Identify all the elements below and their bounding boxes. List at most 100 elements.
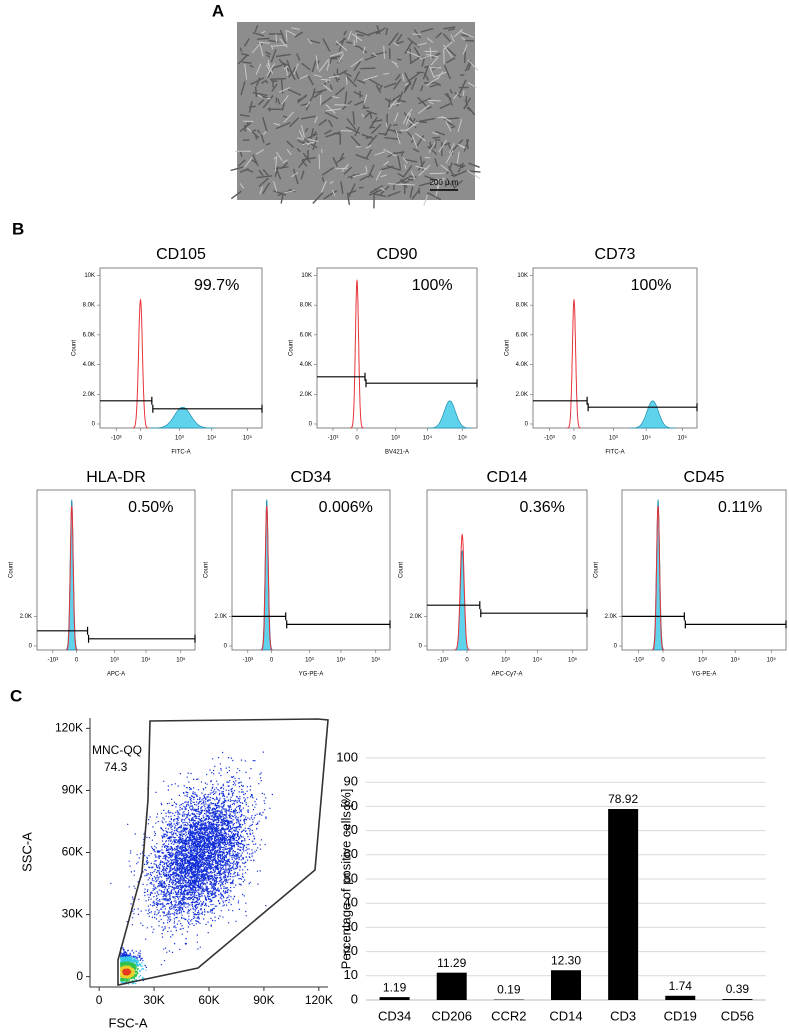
positive-percent: 0.36% <box>520 499 565 516</box>
control-histogram <box>454 533 471 651</box>
positive-percent: 0.11% <box>718 499 762 516</box>
plot-frame <box>532 267 698 429</box>
y-tick-label: 4.0K <box>300 362 312 368</box>
gate-left <box>533 396 588 405</box>
x-axis-label: FITC-A <box>605 450 624 456</box>
plot-frame <box>426 489 588 651</box>
x-tick-label: 10⁴ <box>533 657 543 664</box>
bar <box>665 995 696 1000</box>
y-axis-label: Count <box>399 562 405 578</box>
x-tick-label: CD14 <box>549 1008 582 1023</box>
y-tick-label: 0 <box>351 991 358 1006</box>
value-label: 1.74 <box>669 979 693 993</box>
x-tick-label: 10³ <box>391 436 400 442</box>
value-label: 0.39 <box>726 982 750 996</box>
y-axis-label: Count <box>9 562 15 578</box>
gate-right <box>365 379 478 388</box>
x-tick-label: 0 <box>572 436 576 442</box>
scale-bar-label: 200 μ m <box>429 178 458 187</box>
plot-frame <box>621 489 787 651</box>
x-tick-label: 0 <box>75 658 79 664</box>
value-label: 12.30 <box>551 953 581 967</box>
control-histogram <box>65 505 78 651</box>
x-tick-label: 0 <box>96 993 103 1007</box>
x-tick-label: 120K <box>305 993 333 1007</box>
x-tick-label: 10⁵ <box>243 435 253 442</box>
value-label: 0.19 <box>497 983 521 997</box>
histogram-title: CD14 <box>487 469 528 486</box>
y-tick-label: 0 <box>309 422 313 428</box>
value-label: 11.29 <box>437 956 466 970</box>
bar-chart: 0 10 20 30 40 50 60 70 80 90 100 1.19 CD34 11.29 CD206… <box>336 749 766 1023</box>
y-tick-label: 8.0K <box>83 303 95 309</box>
panel-label: B <box>12 219 24 238</box>
x-tick-label: CD34 <box>378 1008 411 1023</box>
x-tick-label: 10⁴ <box>642 435 652 442</box>
control-histogram <box>350 278 364 429</box>
x-tick-label: 10⁵ <box>458 435 468 442</box>
y-tick-label: 0 <box>29 644 33 650</box>
histogram: CD14 0.36% 0 2.0K -10³ 0 10³ 10⁴ 10⁵ APC-Cy7-A Cou… <box>399 469 588 678</box>
x-tick-label: -10³ <box>47 658 58 664</box>
bar <box>379 997 410 1000</box>
stained-histogram <box>65 499 79 651</box>
positive-percent: 99.7% <box>194 277 239 294</box>
x-tick-label: -10³ <box>633 658 644 664</box>
y-tick-label: 70 <box>344 822 358 837</box>
histogram-title: CD45 <box>684 469 725 486</box>
y-tick-label: 10K <box>517 273 528 279</box>
y-tick-label: 0 <box>419 644 423 650</box>
y-tick-label: 20 <box>344 943 358 958</box>
positive-percent: 0.006% <box>319 499 373 516</box>
plot-frame <box>316 267 478 429</box>
histogram: CD105 99.7% 0 2.0K 4.0K 6.0K 8.0K 10K -10³ 0 10³ 10… <box>72 246 263 456</box>
x-axis-label: YG-PE-A <box>299 672 324 678</box>
y-tick-label: 8.0K <box>516 303 528 309</box>
x-tick-label: CD3 <box>610 1008 636 1023</box>
scatter-plot: 0 30K 60K 90K 120K 0 30K 60K 90K 120K FSC-A SSC-A MN… <box>19 718 333 1030</box>
y-tick-label: 10 <box>344 967 358 982</box>
histogram-title: CD105 <box>156 246 206 263</box>
y-tick-label: 2.0K <box>20 614 32 620</box>
histogram-title: CD90 <box>377 246 418 263</box>
y-tick-label: 0 <box>614 644 618 650</box>
x-tick-label: 10³ <box>305 658 314 664</box>
y-tick-label: 90 <box>344 774 358 789</box>
bar <box>608 809 639 1000</box>
gate-percent: 74.3 <box>104 760 128 774</box>
stained-histogram <box>629 400 676 429</box>
x-tick-label: -10³ <box>242 658 253 664</box>
value-label: 78.92 <box>608 792 638 806</box>
control-histogram <box>567 298 581 429</box>
y-axis-label: Count <box>289 340 295 356</box>
x-axis-label: FSC-A <box>109 1015 148 1030</box>
x-tick-label: 30K <box>143 993 164 1007</box>
gate-left <box>100 396 153 405</box>
gate-left <box>232 612 287 621</box>
x-tick-label: 0 <box>270 658 274 664</box>
y-tick-label: 6.0K <box>300 332 312 338</box>
y-axis-label: Count <box>505 340 511 356</box>
y-tick-label: 0 <box>224 644 228 650</box>
y-tick-label: 2.0K <box>215 614 227 620</box>
x-tick-label: 10⁵ <box>678 435 688 442</box>
plot-frame <box>36 489 196 651</box>
x-tick-label: 0 <box>355 436 359 442</box>
x-tick-label: CCR2 <box>491 1008 526 1023</box>
y-tick-label: 60 <box>344 846 358 861</box>
axes <box>89 718 328 988</box>
histogram-title: CD73 <box>595 246 636 263</box>
y-tick-label: 120K <box>55 721 83 735</box>
x-tick-label: 10³ <box>609 436 618 442</box>
x-axis-label: APC-A <box>107 672 125 678</box>
control-histogram <box>651 505 665 651</box>
positive-percent: 100% <box>631 277 672 294</box>
x-tick-label: -10³ <box>111 436 122 442</box>
x-axis-label: YG-PE-A <box>692 672 717 678</box>
y-tick-label: 0 <box>525 422 529 428</box>
stained-histogram <box>150 406 215 429</box>
x-tick-label: 10⁴ <box>336 657 346 664</box>
x-tick-label: -10³ <box>328 436 339 442</box>
y-tick-label: 30 <box>344 919 358 934</box>
stained-histogram <box>454 549 470 651</box>
